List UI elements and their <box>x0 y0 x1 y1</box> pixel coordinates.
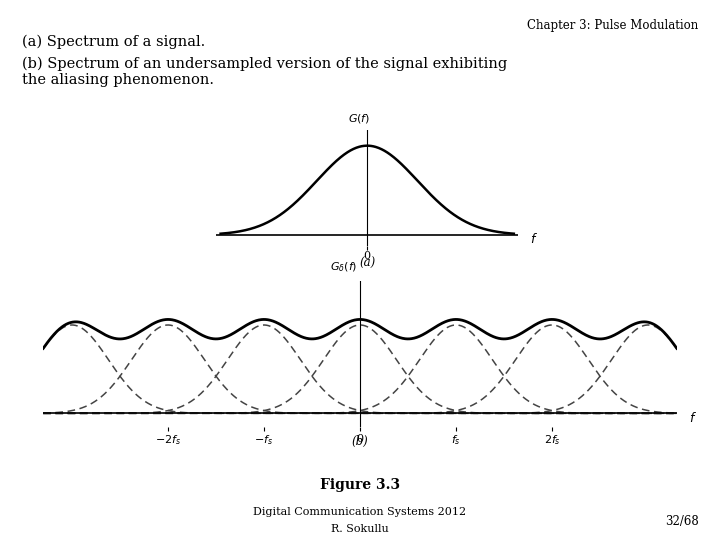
Text: (b): (b) <box>351 435 369 448</box>
Text: Digital Communication Systems 2012: Digital Communication Systems 2012 <box>253 507 467 517</box>
Text: (a): (a) <box>359 256 375 269</box>
Text: R. Sokullu: R. Sokullu <box>331 524 389 534</box>
Text: $G(f)$: $G(f)$ <box>348 112 371 125</box>
Text: $f$: $f$ <box>690 411 698 425</box>
Text: (a) Spectrum of a signal.: (a) Spectrum of a signal. <box>22 35 205 50</box>
Text: Figure 3.3: Figure 3.3 <box>320 478 400 492</box>
Text: 32/68: 32/68 <box>665 515 698 528</box>
Text: $f$: $f$ <box>531 232 539 246</box>
Text: (b) Spectrum of an undersampled version of the signal exhibiting
the aliasing ph: (b) Spectrum of an undersampled version … <box>22 57 507 87</box>
Text: $G_\delta(f)$: $G_\delta(f)$ <box>330 260 358 273</box>
Text: Chapter 3: Pulse Modulation: Chapter 3: Pulse Modulation <box>527 19 698 32</box>
